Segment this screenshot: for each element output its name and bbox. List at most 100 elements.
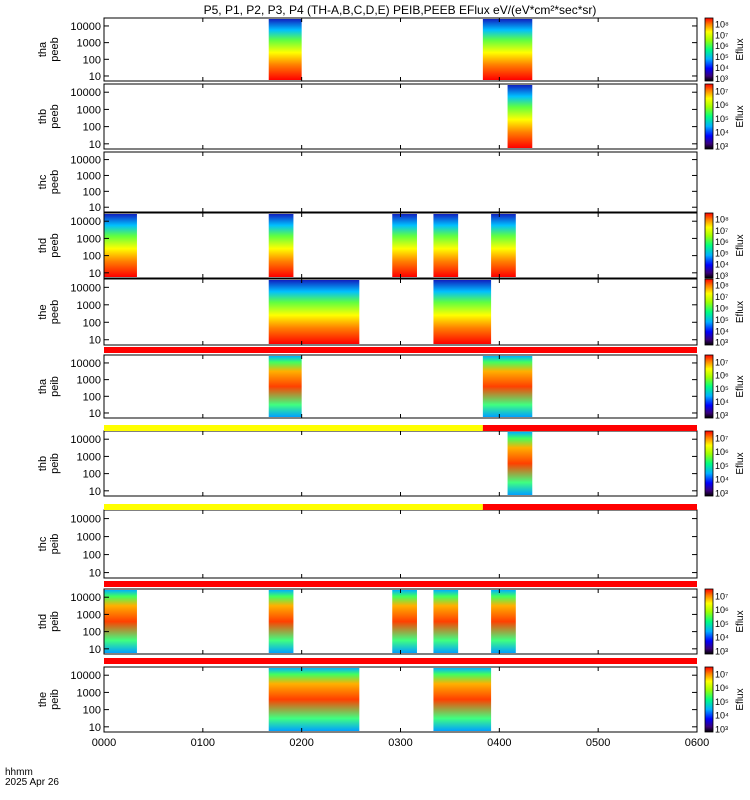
status-bar-segment [482, 504, 697, 510]
y-tick-label: 100 [83, 550, 101, 562]
colorbar-tick-label: 10³ [715, 724, 728, 734]
spectrogram-block-0 [507, 432, 533, 495]
colorbar-tick-label: 10⁴ [715, 326, 729, 336]
colorbar [704, 588, 714, 655]
y-tick-label: 100 [83, 251, 101, 263]
panel-the-peib: 10 100 1000 10000 the peib 10³ 10⁴ 10⁵ 10⁶ 10⁷ Eflu… [37, 666, 746, 734]
panel-thd-peib: 10 100 1000 10000 thd peib 10³ 10⁴ 10⁵ 10⁶ 10⁷ Eflu… [37, 588, 746, 656]
panel-frame [103, 509, 698, 579]
y-tick-label: 10 [89, 644, 101, 656]
y-tick-label: 1000 [77, 233, 101, 245]
colorbar [704, 212, 714, 279]
colorbar-tick-label: 10³ [715, 646, 728, 656]
status-bar-segment [104, 504, 483, 510]
colorbar [704, 430, 714, 497]
spectrogram-block-1 [482, 356, 533, 417]
y-tick-label: 10000 [70, 670, 101, 682]
spectrogram-block-0 [268, 280, 360, 344]
panel-probe-label: thd [37, 238, 49, 253]
colorbar [704, 666, 714, 733]
time-tick-label: 0200 [289, 737, 313, 749]
y-tick-label: 1000 [77, 451, 101, 463]
colorbar-tick-label: 10⁸ [715, 215, 729, 225]
colorbar-tick-label: 10⁴ [715, 397, 729, 407]
spectrogram-block-3 [433, 590, 459, 653]
colorbar-label: Eflux [735, 375, 746, 397]
colorbar-tick-label: 10⁶ [715, 41, 729, 51]
colorbar-tick-label: 10⁴ [715, 63, 729, 73]
y-tick-label: 1000 [77, 170, 101, 182]
panel-probe-label: thd [37, 614, 49, 629]
panel-species-label: peib [49, 453, 61, 474]
colorbar-tick-label: 10³ [715, 410, 728, 420]
colorbar-label: Eflux [735, 301, 746, 323]
y-tick-label: 1000 [77, 532, 101, 544]
colorbar-tick-label: 10⁵ [715, 114, 729, 124]
colorbar-tick-label: 10⁴ [715, 711, 729, 721]
colorbar-tick-label: 10⁷ [715, 591, 728, 601]
y-tick-label: 10000 [70, 87, 101, 99]
colorbar-tick-label: 10⁵ [715, 52, 729, 62]
colorbar-label: Eflux [735, 688, 746, 710]
panel-frame [103, 17, 698, 82]
status-bar-segment [104, 347, 697, 353]
spectrogram-block-1 [268, 214, 294, 277]
y-tick-label: 10000 [70, 216, 101, 228]
colorbar-tick-label: 10⁵ [715, 619, 729, 629]
time-axis-date: 2025 Apr 26 [5, 777, 59, 788]
spectrogram-block-1 [433, 668, 492, 731]
y-tick-label: 10000 [70, 434, 101, 446]
time-axis-label: hhmm [5, 767, 33, 778]
panel-thc-peib: 10 100 1000 10000 thc peib [37, 509, 698, 580]
colorbar-tick-label: 10⁷ [715, 30, 728, 40]
y-tick-label: 10000 [70, 592, 101, 604]
status-bar-segment [482, 425, 697, 431]
colorbar-tick-label: 10⁵ [715, 315, 729, 325]
y-tick-label: 10 [89, 335, 101, 347]
status-bar-segment [104, 425, 483, 431]
y-tick-label: 1000 [77, 300, 101, 312]
spectrogram-block-0 [104, 214, 137, 277]
chart-title: P5, P1, P2, P3, P4 (TH-A,B,C,D,E) PEIB,P… [204, 3, 597, 17]
spectrogram-block-1 [433, 280, 492, 344]
colorbar-tick-label: 10⁶ [715, 303, 729, 313]
y-tick-label: 1000 [77, 104, 101, 116]
panel-probe-label: the [37, 692, 49, 707]
colorbar-tick-label: 10⁷ [715, 357, 728, 367]
status-bar-segment [104, 581, 697, 587]
panel-thc-peeb: 10 100 1000 10000 thc peeb [37, 151, 698, 214]
colorbar-tick-label: 10⁶ [715, 237, 729, 247]
colorbar-tick-label: 10⁷ [715, 226, 728, 236]
y-tick-label: 10000 [70, 155, 101, 167]
panel-thb-peib: 10 100 1000 10000 thb peib 10³ 10⁴ 10⁵ 10⁶ 10⁷ Eflu… [37, 430, 746, 498]
y-tick-label: 100 [83, 469, 101, 481]
y-tick-label: 10 [89, 722, 101, 734]
colorbar [704, 354, 714, 419]
spectrogram-block-0 [268, 356, 302, 417]
y-tick-label: 1000 [77, 375, 101, 387]
panel-species-label: peeb [49, 37, 61, 61]
y-tick-label: 100 [83, 122, 101, 134]
y-tick-label: 1000 [77, 38, 101, 50]
time-tick-label: 0400 [487, 737, 511, 749]
colorbar-tick-label: 10³ [715, 74, 728, 84]
y-tick-label: 10 [89, 139, 101, 151]
colorbar-label: Eflux [735, 610, 746, 632]
panel-probe-label: tha [37, 41, 49, 57]
colorbar-tick-label: 10³ [715, 488, 728, 498]
colorbar [704, 17, 714, 82]
colorbar-tick-label: 10⁵ [715, 697, 729, 707]
colorbar-label: Eflux [735, 105, 746, 127]
colorbar-tick-label: 10³ [715, 338, 728, 348]
spectrogram-block-0 [268, 19, 302, 80]
y-tick-label: 100 [83, 391, 101, 403]
colorbar-tick-label: 10⁵ [715, 461, 729, 471]
panel-species-label: peeb [49, 170, 61, 194]
colorbar-tick-label: 10⁴ [715, 633, 729, 643]
panel-species-label: peeb [49, 233, 61, 257]
colorbar-tick-label: 10⁵ [715, 384, 729, 394]
time-axis: 0000 0100 0200 0300 0400 0500 0600 [92, 737, 709, 749]
time-tick-label: 0500 [586, 737, 610, 749]
panel-species-label: peib [49, 534, 61, 555]
